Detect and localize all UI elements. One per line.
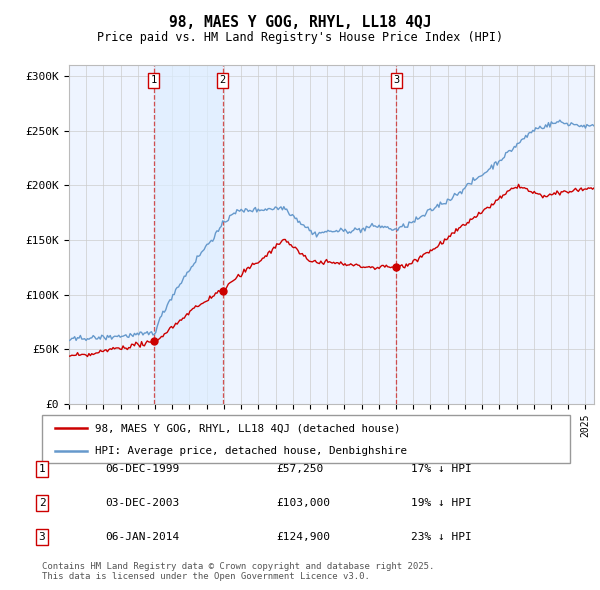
Text: 98, MAES Y GOG, RHYL, LL18 4QJ (detached house): 98, MAES Y GOG, RHYL, LL18 4QJ (detached… xyxy=(95,423,400,433)
Text: 3: 3 xyxy=(38,532,46,542)
Text: 17% ↓ HPI: 17% ↓ HPI xyxy=(411,464,472,474)
Text: Price paid vs. HM Land Registry's House Price Index (HPI): Price paid vs. HM Land Registry's House … xyxy=(97,31,503,44)
Text: 1: 1 xyxy=(151,75,157,85)
Text: 3: 3 xyxy=(393,75,400,85)
Text: 23% ↓ HPI: 23% ↓ HPI xyxy=(411,532,472,542)
Text: 1: 1 xyxy=(38,464,46,474)
Text: £57,250: £57,250 xyxy=(276,464,323,474)
Text: Contains HM Land Registry data © Crown copyright and database right 2025.
This d: Contains HM Land Registry data © Crown c… xyxy=(42,562,434,581)
Text: 2: 2 xyxy=(38,498,46,507)
Text: 19% ↓ HPI: 19% ↓ HPI xyxy=(411,498,472,507)
Text: 2: 2 xyxy=(220,75,226,85)
Text: £124,900: £124,900 xyxy=(276,532,330,542)
Text: HPI: Average price, detached house, Denbighshire: HPI: Average price, detached house, Denb… xyxy=(95,446,407,456)
Text: £103,000: £103,000 xyxy=(276,498,330,507)
Text: 98, MAES Y GOG, RHYL, LL18 4QJ: 98, MAES Y GOG, RHYL, LL18 4QJ xyxy=(169,15,431,30)
Bar xyxy=(154,65,223,404)
Text: 03-DEC-2003: 03-DEC-2003 xyxy=(105,498,179,507)
Text: 06-DEC-1999: 06-DEC-1999 xyxy=(105,464,179,474)
Text: 06-JAN-2014: 06-JAN-2014 xyxy=(105,532,179,542)
